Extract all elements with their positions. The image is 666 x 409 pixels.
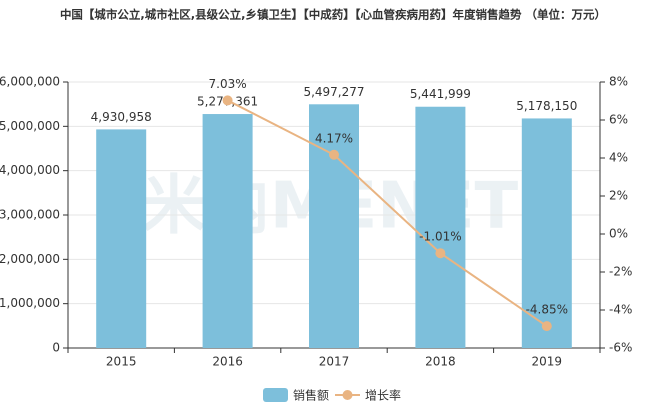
bar	[202, 114, 253, 349]
line-value-label: 4.17%	[315, 131, 353, 145]
y-tick-label: 2,000,000	[0, 252, 60, 266]
bar	[96, 129, 147, 348]
y-tick-label: 5,000,000	[0, 119, 60, 133]
y2-tick-label: 2%	[609, 189, 628, 203]
y2-tick-label: 8%	[609, 75, 628, 89]
chart-title: 中国【城市公立,城市社区,县级公立,乡镇卫生】【中成药】【心血管疾病用药】年度销…	[60, 8, 606, 22]
x-tick-label: 2019	[532, 355, 563, 369]
y-tick-label: 4,000,000	[0, 163, 60, 177]
y2-tick-label: -2%	[609, 265, 632, 279]
bar	[309, 104, 359, 348]
bar-value-label: 5,178,150	[516, 99, 577, 113]
y-tick-label: 0	[52, 341, 60, 355]
x-tick-label: 2015	[106, 355, 137, 369]
line-point	[329, 149, 339, 160]
x-tick-label: 2016	[212, 355, 243, 369]
y2-tick-label: 6%	[609, 113, 628, 127]
line-point	[541, 321, 552, 332]
y-tick-label: 3,000,000	[0, 208, 60, 222]
y2-tick-label: 4%	[609, 151, 628, 165]
bar-value-label: 5,497,277	[303, 85, 364, 99]
y2-tick-label: 0%	[609, 227, 628, 241]
y2-tick-label: -4%	[609, 303, 632, 317]
x-tick-label: 2018	[425, 355, 456, 369]
line-value-label: -1.01%	[419, 230, 461, 244]
line-point	[222, 95, 233, 106]
bar	[521, 118, 572, 348]
line-point	[435, 248, 446, 259]
legend-label: 销售额	[293, 388, 329, 403]
x-tick-label: 2017	[319, 355, 350, 369]
y2-tick-label: -6%	[609, 341, 632, 355]
bar-value-label: 5,441,999	[410, 87, 471, 101]
line-value-label: 7.03%	[209, 77, 247, 91]
y-tick-label: 6,000,000	[0, 75, 60, 89]
bar-value-label: 4,930,958	[91, 110, 152, 124]
legend-swatch	[263, 388, 288, 402]
bar	[415, 106, 466, 349]
legend-label: 增长率	[365, 388, 401, 403]
line-value-label: -4.85%	[526, 303, 568, 317]
y-tick-label: 1,000,000	[0, 296, 60, 310]
legend-swatch	[342, 390, 353, 400]
line	[227, 99, 548, 327]
